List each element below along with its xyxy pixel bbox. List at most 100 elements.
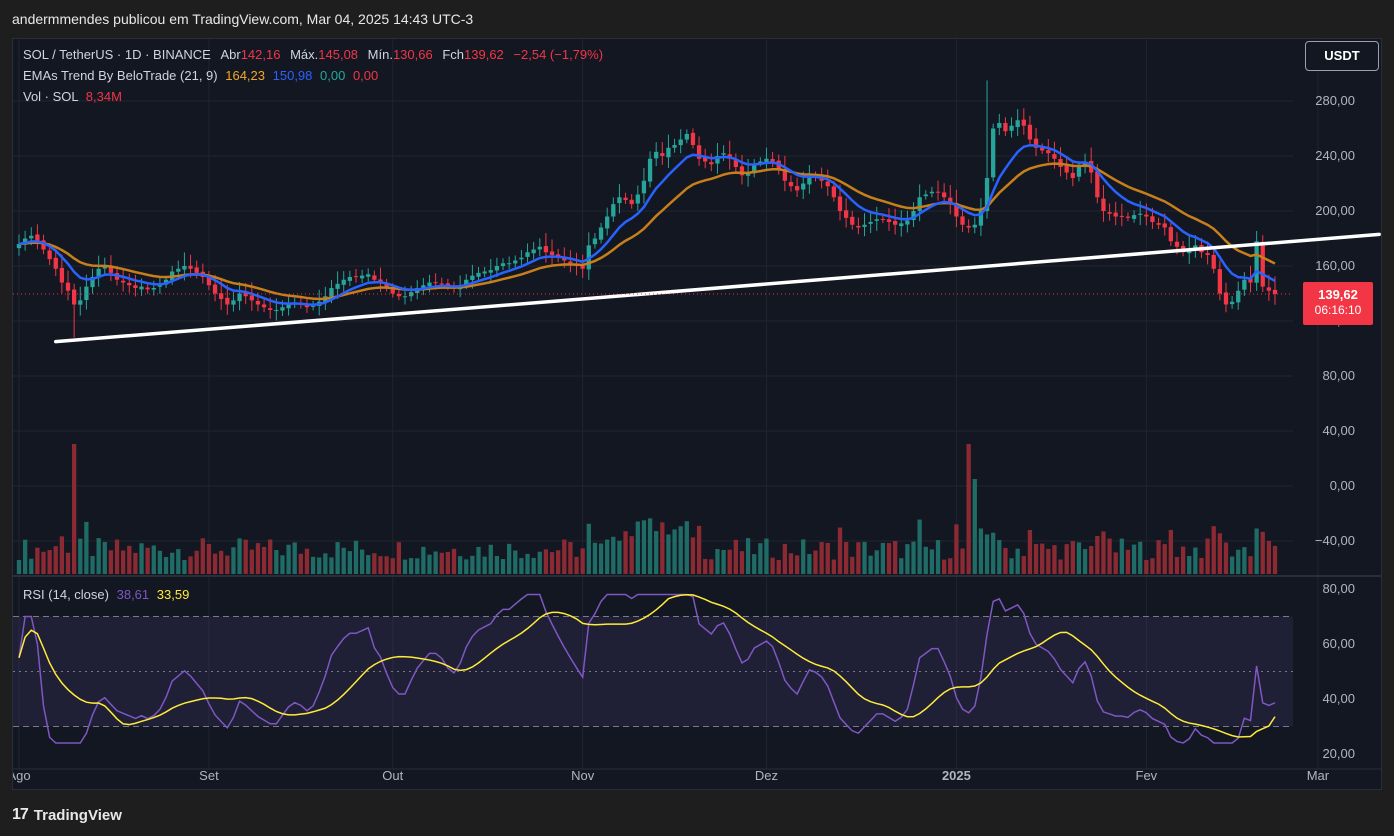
- volume-bar: [819, 542, 824, 574]
- candle-body: [825, 181, 830, 187]
- volume-bar: [684, 521, 689, 574]
- candle-body: [176, 268, 181, 272]
- volume-bar: [71, 444, 77, 574]
- candle-body: [84, 286, 89, 300]
- volume-bar: [1217, 533, 1223, 574]
- candle-body: [1119, 215, 1124, 217]
- candle-body: [1015, 120, 1020, 128]
- volume-bar: [709, 559, 714, 574]
- candle-body: [488, 270, 493, 273]
- volume-bar: [378, 556, 383, 574]
- candle-body: [1254, 241, 1259, 283]
- volume-bar: [200, 538, 205, 574]
- volume-bar: [562, 539, 567, 574]
- candle-body: [1033, 138, 1039, 148]
- volume-bar: [831, 559, 837, 574]
- volume-bar: [206, 544, 212, 574]
- volume-bar: [317, 557, 322, 574]
- candle-body: [1236, 290, 1241, 303]
- ema-value-1: 164,23: [225, 68, 265, 83]
- candle-body: [991, 128, 996, 178]
- candle-body: [997, 123, 1002, 128]
- volume-bar: [984, 534, 990, 574]
- rsi-axis-label: 40,00: [1322, 691, 1355, 706]
- volume-bar: [966, 444, 971, 574]
- candle-body: [1064, 165, 1069, 173]
- volume-bar: [592, 542, 598, 574]
- volume-bar: [341, 547, 346, 574]
- candle-body: [145, 287, 150, 290]
- volume-bar: [623, 531, 628, 574]
- volume-bar: [121, 550, 126, 574]
- candle-body: [182, 266, 187, 270]
- volume-bar: [35, 547, 40, 574]
- candle-body: [549, 251, 555, 255]
- candle-body: [513, 260, 518, 264]
- candle-body: [1229, 301, 1235, 305]
- tradingview-logo[interactable]: 17 TradingView: [12, 806, 122, 824]
- candle-body: [1138, 213, 1143, 215]
- volume-bar: [574, 556, 579, 574]
- volume-bar: [108, 550, 114, 574]
- rsi-title[interactable]: RSI (14, close): [23, 587, 109, 602]
- volume-bar: [170, 552, 175, 574]
- volume-bar: [721, 549, 726, 574]
- candle-body: [35, 234, 40, 242]
- volume-bar: [549, 552, 555, 574]
- time-axis-label: Dez: [755, 768, 778, 783]
- volume-bar: [507, 543, 512, 574]
- candle-body: [476, 272, 481, 277]
- candle-body: [1205, 253, 1210, 255]
- volume-bar: [494, 555, 500, 574]
- volume-bar: [445, 551, 451, 574]
- volume-bar: [488, 544, 493, 574]
- volume-bar: [1236, 549, 1241, 574]
- candle-body: [1052, 154, 1057, 159]
- candle-body: [960, 216, 965, 225]
- volume-bar: [1107, 538, 1112, 574]
- chart-frame[interactable]: 280,00240,00200,00160,00120,0080,0040,00…: [12, 38, 1382, 790]
- volume-bar: [133, 552, 138, 574]
- candle-body: [886, 219, 892, 222]
- ema-legend: EMAs Trend By BeloTrade (21, 9) 164,23 1…: [23, 68, 378, 83]
- candle-body: [219, 293, 224, 299]
- volume-title[interactable]: Vol · SOL: [23, 89, 79, 104]
- volume-bar: [991, 532, 996, 574]
- candle-body: [801, 183, 806, 190]
- volume-bar: [1009, 558, 1014, 574]
- support-trendline[interactable]: [54, 232, 1381, 344]
- candle-body: [78, 300, 83, 305]
- candle-body: [1095, 171, 1100, 198]
- volume-bar: [408, 558, 414, 574]
- rsi-axis-label: 20,00: [1322, 746, 1355, 761]
- price-axis-label: 0,00: [1330, 478, 1355, 493]
- volume-bar: [457, 556, 463, 574]
- candle-body: [1144, 214, 1149, 217]
- volume-bar: [782, 543, 787, 574]
- volume-bar: [421, 546, 426, 574]
- low-value: 130,66: [392, 47, 433, 62]
- volume-bar: [78, 538, 83, 574]
- symbol-label[interactable]: SOL / TetherUS · 1D · BINANCE: [23, 47, 211, 62]
- volume-bar: [427, 554, 432, 574]
- candle-body: [500, 263, 506, 267]
- candle-body: [966, 225, 971, 228]
- candle-body: [249, 295, 254, 301]
- ema-title[interactable]: EMAs Trend By BeloTrade (21, 9): [23, 68, 218, 83]
- chart-canvas[interactable]: 280,00240,00200,00160,00120,0080,0040,00…: [13, 39, 1382, 790]
- candle-body: [1076, 167, 1082, 177]
- volume-bar: [188, 556, 193, 574]
- volume-bar: [666, 534, 671, 574]
- candle-body: [892, 220, 898, 225]
- volume-bar: [163, 557, 169, 574]
- volume-bar: [151, 545, 156, 574]
- candle-body: [837, 196, 843, 211]
- volume-bar: [886, 543, 892, 574]
- volume-bar: [59, 536, 65, 574]
- volume-bar: [727, 549, 732, 574]
- currency-button[interactable]: USDT: [1305, 41, 1379, 71]
- volume-bar: [1211, 526, 1216, 574]
- candle-body: [1193, 245, 1198, 250]
- volume-bar: [127, 545, 132, 574]
- volume-bar: [1168, 529, 1173, 574]
